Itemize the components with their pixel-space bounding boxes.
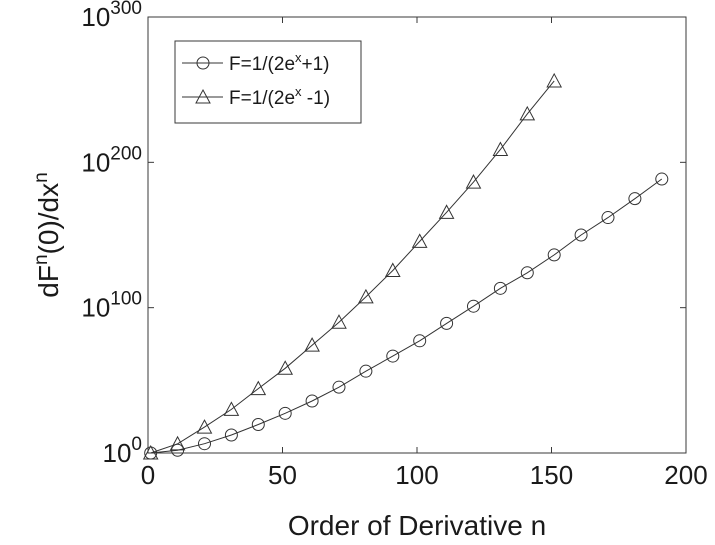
data-point-triangle xyxy=(438,204,455,219)
data-point-triangle xyxy=(196,419,213,434)
data-point-circle xyxy=(224,428,238,442)
data-point-circle xyxy=(493,281,507,295)
data-point-circle xyxy=(628,192,642,206)
data-point-circle xyxy=(305,394,319,408)
legend-marker-triangle xyxy=(195,88,211,104)
data-point-triangle xyxy=(358,288,374,304)
legend-label-circle: F=1/(2ex+1) xyxy=(229,50,330,75)
y-tick-label-exponent: 0 xyxy=(131,434,142,455)
y-tick-label: 10300 xyxy=(81,0,142,32)
data-point-circle xyxy=(440,316,454,330)
legend-marker-circle xyxy=(196,56,210,70)
data-point-circle xyxy=(466,299,480,313)
data-point-triangle xyxy=(546,72,563,88)
x-tick-label: 100 xyxy=(395,460,438,490)
legend-label-circle-pre: F=1/(2e xyxy=(229,54,295,75)
legend-label-circle-post: +1) xyxy=(302,54,330,75)
y-axis-title-base: dF xyxy=(33,265,64,298)
y-tick-label-exponent: 300 xyxy=(110,0,142,19)
data-point-triangle xyxy=(250,380,267,396)
y-tick-label-base: 10 xyxy=(81,147,110,177)
y-tick-label: 100 xyxy=(103,434,143,468)
y-axis-title-sup2: n xyxy=(31,172,52,183)
legend-label-triangle-pre: F=1/(2e xyxy=(229,88,295,109)
data-point-circle xyxy=(332,380,346,394)
data-point-circle xyxy=(655,172,669,186)
data-point-circle xyxy=(601,211,615,225)
legend-box xyxy=(174,40,362,124)
series-layer xyxy=(142,72,669,460)
x-tick-label: 200 xyxy=(664,460,707,490)
y-axis-title: dFn(0)/dxn xyxy=(31,172,64,297)
data-point-triangle xyxy=(277,360,294,375)
y-tick-label-base: 10 xyxy=(81,293,110,323)
data-point-triangle xyxy=(331,314,347,329)
data-point-circle xyxy=(520,266,534,280)
y-tick-label-base: 10 xyxy=(103,438,132,468)
x-tick-label: 0 xyxy=(141,460,155,490)
series-line-triangle xyxy=(150,80,555,454)
data-point-triangle xyxy=(411,233,428,248)
y-tick-label-exponent: 100 xyxy=(110,289,142,310)
data-point-triangle xyxy=(304,337,320,352)
y-tick-label-exponent: 200 xyxy=(110,143,142,164)
data-point-triangle xyxy=(384,262,401,277)
y-axis-title-mid: (0)/dx xyxy=(33,183,64,255)
legend-label-circle-sup: x xyxy=(295,50,302,65)
x-tick-label: 150 xyxy=(530,460,573,490)
legend-label-triangle-post: -1) xyxy=(302,88,331,109)
data-point-circle xyxy=(278,406,292,420)
legend-label-triangle-sup: x xyxy=(295,84,302,99)
legend: F=1/(2ex+1) F=1/(2ex -1) xyxy=(174,40,362,124)
data-point-triangle xyxy=(492,141,509,157)
data-point-circle xyxy=(386,349,400,363)
data-point-triangle xyxy=(223,401,240,416)
data-point-circle xyxy=(574,228,588,242)
x-axis-title: Order of Derivative n xyxy=(288,510,546,541)
data-point-triangle xyxy=(142,444,159,460)
data-point-circle xyxy=(197,437,211,451)
data-point-triangle xyxy=(519,105,536,121)
data-point-circle xyxy=(547,248,561,262)
x-tick-label: 50 xyxy=(268,460,297,490)
y-axis-title-sup1: n xyxy=(31,254,52,265)
legend-label-triangle: F=1/(2ex -1) xyxy=(229,84,330,109)
data-point-triangle xyxy=(465,174,482,189)
data-point-triangle xyxy=(169,435,186,451)
data-point-circle xyxy=(413,334,427,348)
data-point-circle xyxy=(359,364,373,378)
y-tick-label: 10100 xyxy=(81,289,142,323)
y-tick-label: 10200 xyxy=(81,143,142,177)
data-point-circle xyxy=(251,418,265,432)
y-tick-label-base: 10 xyxy=(81,2,110,32)
